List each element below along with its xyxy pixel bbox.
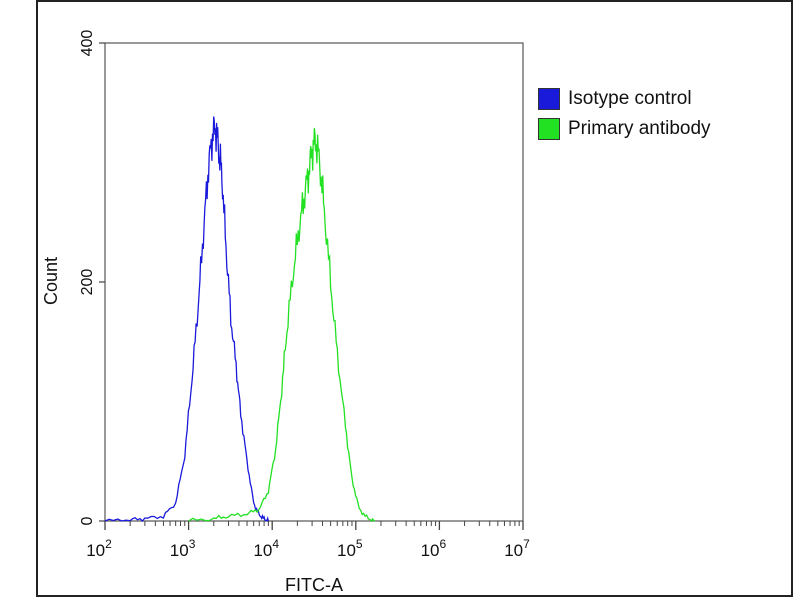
legend: Isotype control Primary antibody	[538, 84, 711, 144]
legend-label-isotype: Isotype control	[568, 88, 692, 109]
x-tick-label: 102	[86, 537, 112, 560]
x-axis-ticks: 102 103 104 105 106 107	[86, 521, 530, 560]
x-tick-label: 105	[337, 537, 363, 560]
y-tick-label: 400	[79, 30, 96, 57]
x-tick-label: 104	[253, 537, 279, 560]
y-tick-label: 200	[79, 269, 96, 296]
legend-swatch-primary	[538, 118, 560, 140]
series-line-primary	[188, 127, 376, 523]
x-tick-label: 107	[504, 537, 530, 560]
y-tick-label: 0	[79, 516, 96, 525]
legend-label-primary: Primary antibody	[568, 118, 711, 139]
x-tick-label: 103	[170, 537, 196, 560]
plot-area	[104, 42, 524, 522]
legend-swatch-isotype	[538, 88, 560, 110]
series-line-isotype	[104, 116, 270, 522]
legend-item-isotype: Isotype control	[538, 84, 711, 114]
legend-item-primary: Primary antibody	[538, 114, 711, 144]
chart-frame	[36, 0, 793, 597]
x-axis-label: FITC-A	[285, 575, 343, 595]
x-tick-label: 106	[421, 537, 447, 560]
series-group	[104, 116, 376, 523]
y-axis-label: Count	[41, 257, 61, 305]
y-axis-ticks: 0 200 400	[79, 30, 105, 525]
